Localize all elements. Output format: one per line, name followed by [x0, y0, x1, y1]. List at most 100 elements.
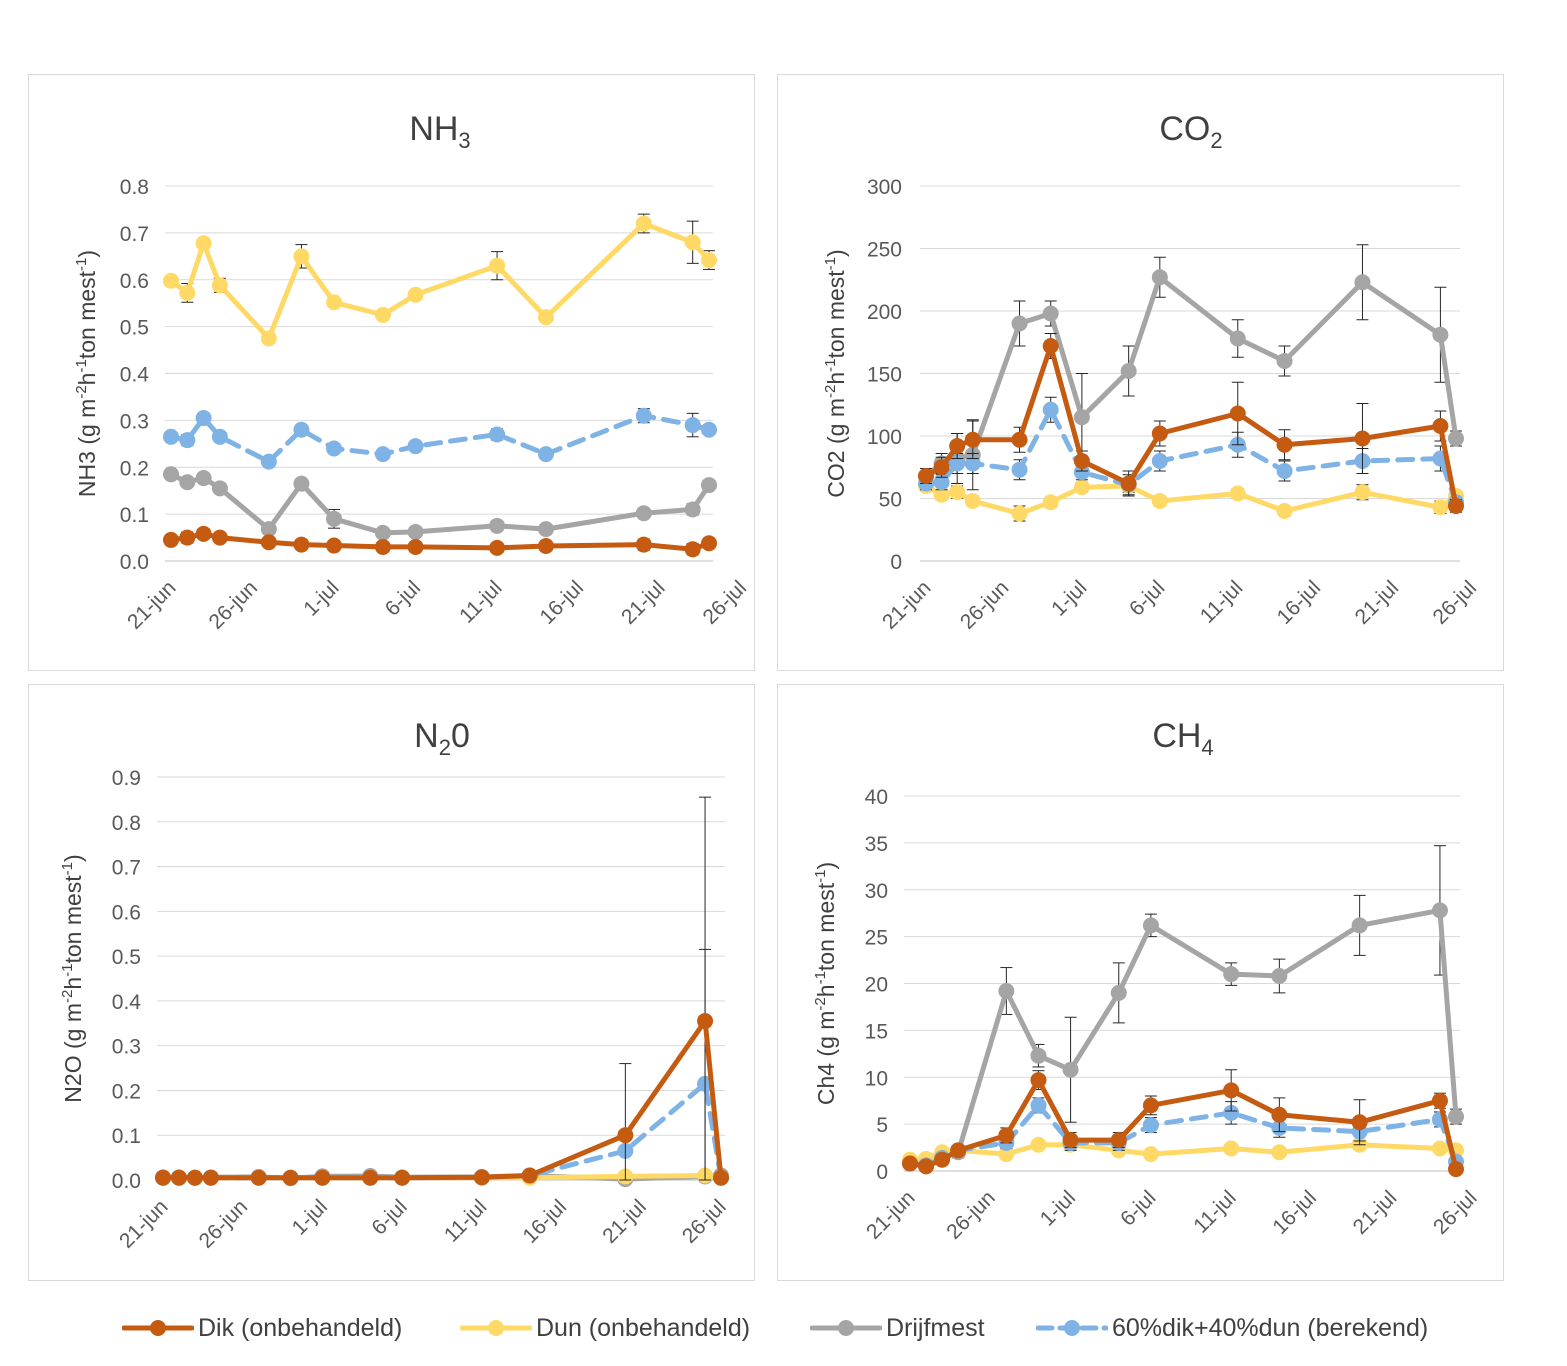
y-tick-label: 300 [867, 176, 902, 199]
data-point [1042, 338, 1059, 354]
series-line [168, 413, 712, 465]
chart-svg: CH4 0 5 10 15 20 25 30 35 40 21-jun 26-jun 1-jul 6-ju… [812, 717, 1482, 1244]
data-point [195, 525, 212, 542]
data-point [684, 541, 701, 558]
data-point [211, 277, 228, 294]
legend-item-drijfmest: Drijfmest [810, 1308, 985, 1348]
data-point [1431, 1140, 1448, 1157]
legend-marker [1064, 1320, 1080, 1336]
y-tick-label: 0.6 [120, 270, 149, 293]
y-tick-label: 0.3 [120, 410, 149, 433]
data-point [155, 1169, 171, 1186]
data-point [407, 538, 424, 555]
legend-marker [488, 1320, 504, 1336]
y-tick-label: 0.1 [120, 504, 149, 527]
legend-item-dik: Dik (onbehandeld) [122, 1308, 402, 1348]
data-point [489, 426, 506, 443]
chart-svg: NH3 0.0 0.1 0.2 0.3 0.4 0.5 0.6 0.7 0.8 21-jun 26-j… [73, 110, 751, 634]
data-point [260, 534, 277, 551]
data-point [1042, 401, 1059, 418]
chart-panel-co2: CO2 0 50 100 150 200 250 300 21-jun 26-jun 1-jul 6-… [777, 74, 1504, 671]
series-line [923, 483, 1459, 516]
data-point [1229, 330, 1246, 347]
x-tick-label: 11-jul [1196, 576, 1247, 627]
x-tick-label: 1-jul [299, 576, 343, 620]
data-point [195, 410, 212, 427]
data-point [697, 1013, 714, 1030]
y-axis-label: N2O (g m-2h-1ton mest-1) [59, 854, 86, 1102]
chart-panel-nh3: NH3 0.0 0.1 0.2 0.3 0.4 0.5 0.6 0.7 0.8 21-jun 26-j… [28, 74, 755, 671]
data-point [998, 1146, 1015, 1163]
data-point [489, 539, 506, 556]
data-point [1223, 1104, 1240, 1121]
data-point [1354, 274, 1371, 291]
y-tick-label: 0.0 [112, 1170, 141, 1193]
data-point [374, 306, 391, 323]
x-tick-label: 21-jul [598, 1195, 651, 1248]
data-point [1120, 363, 1137, 379]
data-point [1073, 409, 1090, 426]
data-point [701, 535, 717, 552]
data-point [170, 1169, 187, 1186]
data-point [635, 536, 652, 553]
series-line [923, 407, 1459, 505]
series-60-dik-40-dun-berekend [902, 1097, 1464, 1174]
y-tick-label: 0.7 [112, 857, 141, 880]
data-point [202, 1169, 219, 1186]
data-point [949, 438, 966, 454]
y-tick-label: 200 [867, 301, 902, 324]
x-tick-label: 26-jul [1429, 1186, 1482, 1239]
data-point [1223, 1082, 1240, 1099]
data-point [1276, 463, 1293, 479]
legend-marker [838, 1320, 854, 1336]
data-point [964, 455, 981, 472]
data-point [1142, 1097, 1159, 1114]
data-point [282, 1169, 299, 1186]
series-drijfmest [163, 466, 717, 541]
data-point [1448, 430, 1464, 447]
data-point [635, 407, 652, 424]
series-dik-onbehandeld [918, 333, 1464, 514]
x-tick-label: 26-jul [678, 1195, 731, 1248]
data-point [1073, 464, 1090, 481]
data-point [537, 521, 554, 538]
x-tick-label: 11-jul [455, 576, 506, 627]
data-point [1271, 968, 1288, 984]
data-point [1223, 1140, 1240, 1157]
y-tick-label: 20 [865, 974, 888, 997]
data-point [934, 1151, 951, 1168]
data-point [1351, 1114, 1368, 1131]
y-tick-label: 0.6 [112, 901, 141, 924]
y-tick-label: 0.7 [120, 223, 149, 246]
data-point [163, 466, 179, 483]
data-point [1448, 1108, 1464, 1125]
data-point [260, 330, 277, 347]
series-dun-onbehandeld [163, 213, 717, 347]
x-tick-label: 16-jul [519, 1195, 572, 1248]
y-tick-label: 30 [865, 880, 888, 903]
data-point [1276, 436, 1293, 453]
data-point [326, 537, 343, 554]
y-tick-label: 0.4 [120, 364, 150, 387]
data-point [635, 215, 652, 232]
data-point [918, 1158, 935, 1175]
data-point [1271, 1144, 1288, 1161]
data-point [186, 1169, 203, 1186]
y-tick-label: 0.1 [112, 1125, 141, 1148]
series-60-dik-40-dun-berekend [918, 396, 1464, 511]
data-point [211, 480, 228, 497]
legend-label-dun: Dun (onbehandeld) [536, 1313, 751, 1342]
data-point [1448, 498, 1464, 514]
x-tick-label: 26-jun [204, 576, 262, 634]
data-point [902, 1155, 918, 1172]
data-point [964, 431, 981, 448]
data-point [521, 1167, 538, 1184]
data-point [293, 248, 310, 265]
data-point [326, 440, 343, 457]
x-tick-label: 1-jul [1047, 576, 1091, 620]
data-point [1062, 1132, 1079, 1149]
chart-title: NH3 [409, 110, 470, 153]
data-point [949, 484, 966, 501]
data-point [1030, 1047, 1047, 1064]
x-tick-label: 16-jul [536, 576, 589, 629]
